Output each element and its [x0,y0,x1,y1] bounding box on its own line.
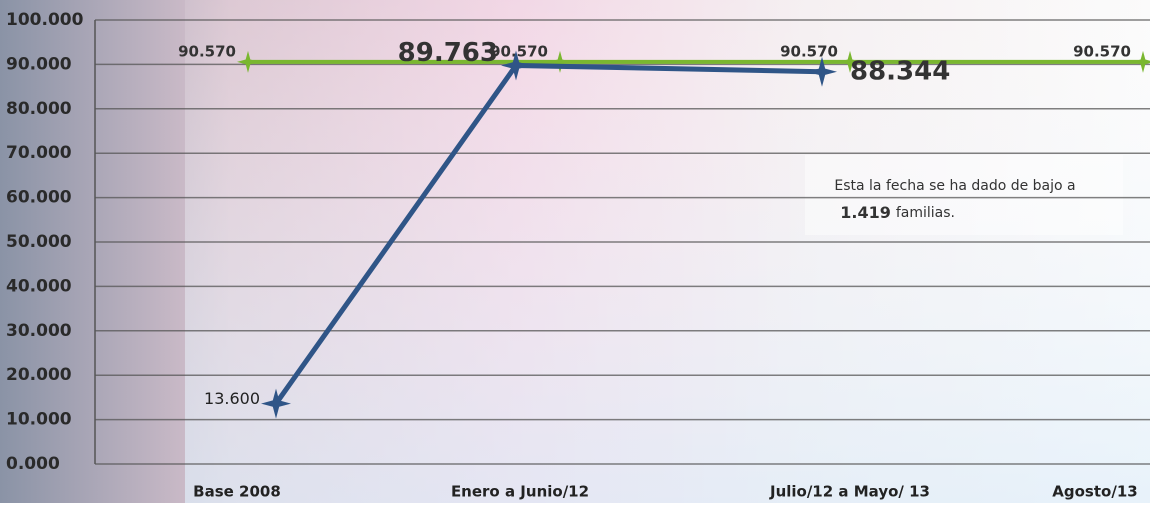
data-label: 90.570 [1073,42,1131,60]
y-tick-label: 30.000 [6,321,72,341]
x-tick-label: Agosto/13 [1052,483,1137,501]
data-label: 90.570 [780,42,838,60]
annotation-text: familias. [896,205,955,221]
data-label: 90.570 [178,42,236,60]
y-tick-label: 10.000 [6,410,72,430]
x-tick-label: Julio/12 a Mayo/ 13 [769,483,930,501]
y-tick-label: 70.000 [6,143,72,163]
y-tick-label: 60.000 [6,188,72,208]
y-tick-label: 100.000 [6,10,84,30]
data-label: 90.570 [490,42,548,60]
data-label: 89.763 [398,38,498,68]
annotation-number: 1.419 [840,203,891,222]
y-tick-label: 90.000 [6,54,72,74]
page: {"chart_data": {"type": "line", "categor… [0,0,1150,503]
y-tick-label: 20.000 [6,365,72,385]
data-label: 13.600 [204,389,260,408]
background-overlay [185,0,1150,503]
data-label: 88.344 [850,56,950,86]
annotation-box [805,155,1123,235]
y-tick-label: 0.000 [6,454,60,474]
y-tick-label: 40.000 [6,276,72,296]
y-tick-label: 80.000 [6,99,72,119]
x-tick-label: Enero a Junio/12 [451,483,589,501]
annotation-text: Esta la fecha se ha dado de bajo a [834,178,1075,194]
annotation-text: 1.419 familias. [840,203,955,222]
y-tick-label: 50.000 [6,232,72,252]
chart: Esta la fecha se ha dado de bajo a 1.419… [0,0,1150,503]
x-tick-label: Base 2008 [193,483,281,501]
